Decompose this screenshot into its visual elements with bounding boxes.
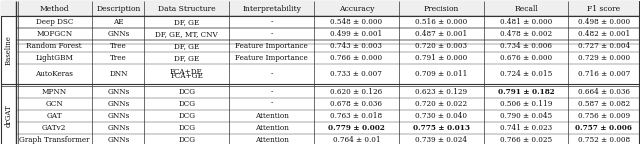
Text: Baseline: Baseline — [4, 35, 13, 65]
Text: Recall: Recall — [514, 5, 538, 13]
Text: 0.481 ± 0.000: 0.481 ± 0.000 — [500, 18, 552, 26]
Text: Deep DSC: Deep DSC — [36, 18, 73, 26]
Text: 0.620 ± 0.126: 0.620 ± 0.126 — [330, 88, 383, 96]
Text: Attention: Attention — [255, 124, 289, 132]
Text: 0.709 ± 0.011: 0.709 ± 0.011 — [415, 70, 467, 78]
Text: 0.791 ± 0.000: 0.791 ± 0.000 — [415, 54, 467, 62]
Text: -: - — [270, 100, 273, 108]
Text: drGAT: drGAT — [4, 104, 13, 127]
Text: Accuracy: Accuracy — [339, 5, 374, 13]
Text: GNNs: GNNs — [108, 88, 129, 96]
Text: DCG: DCG — [179, 88, 195, 96]
Text: 0.720 ± 0.022: 0.720 ± 0.022 — [415, 100, 467, 108]
Text: GNNs: GNNs — [108, 112, 129, 120]
Text: PCA+DF,: PCA+DF, — [170, 68, 204, 76]
Bar — [1, 1, 639, 16]
Text: -: - — [270, 88, 273, 96]
Text: 0.734 ± 0.006: 0.734 ± 0.006 — [500, 42, 552, 50]
Text: F1 score: F1 score — [587, 5, 620, 13]
Text: 0.791 ± 0.182: 0.791 ± 0.182 — [497, 88, 554, 96]
Text: -: - — [270, 18, 273, 26]
Text: DCG: DCG — [179, 124, 195, 132]
Text: 0.733 ± 0.007: 0.733 ± 0.007 — [330, 70, 382, 78]
Text: DNN: DNN — [109, 70, 127, 78]
Text: GCN: GCN — [45, 100, 63, 108]
Text: DF, GE: DF, GE — [174, 18, 200, 26]
Text: Data Structure: Data Structure — [158, 5, 216, 13]
Text: 0.764 ± 0.01: 0.764 ± 0.01 — [333, 136, 380, 144]
Text: Feature Importance: Feature Importance — [236, 54, 308, 62]
Text: 0.516 ± 0.000: 0.516 ± 0.000 — [415, 18, 467, 26]
Text: -: - — [270, 30, 273, 38]
Text: 0.623 ± 0.129: 0.623 ± 0.129 — [415, 88, 467, 96]
Text: 0.506 ± 0.119: 0.506 ± 0.119 — [500, 100, 552, 108]
Text: 0.739 ± 0.024: 0.739 ± 0.024 — [415, 136, 467, 144]
Text: AE: AE — [113, 18, 124, 26]
Text: 0.482 ± 0.001: 0.482 ± 0.001 — [577, 30, 630, 38]
Text: 0.548 ± 0.000: 0.548 ± 0.000 — [330, 18, 383, 26]
Text: 0.756 ± 0.009: 0.756 ± 0.009 — [578, 112, 630, 120]
Text: Attention: Attention — [255, 112, 289, 120]
Text: 0.498 ± 0.000: 0.498 ± 0.000 — [578, 18, 630, 26]
Text: 0.766 ± 0.000: 0.766 ± 0.000 — [330, 54, 383, 62]
Text: Interpretability: Interpretability — [242, 5, 301, 13]
Text: 0.716 ± 0.007: 0.716 ± 0.007 — [577, 70, 630, 78]
Text: GNNs: GNNs — [108, 136, 129, 144]
Text: 0.729 ± 0.000: 0.729 ± 0.000 — [578, 54, 630, 62]
Text: Feature Importance: Feature Importance — [236, 42, 308, 50]
Text: Description: Description — [96, 5, 141, 13]
Text: 0.766 ± 0.025: 0.766 ± 0.025 — [500, 136, 552, 144]
Text: 0.741 ± 0.023: 0.741 ± 0.023 — [500, 124, 552, 132]
Text: 0.779 ± 0.002: 0.779 ± 0.002 — [328, 124, 385, 132]
Text: DF, GE, MT, CNV: DF, GE, MT, CNV — [156, 30, 218, 38]
Text: Precision: Precision — [424, 5, 459, 13]
Text: 0.730 ± 0.040: 0.730 ± 0.040 — [415, 112, 467, 120]
Text: 0.676 ± 0.000: 0.676 ± 0.000 — [500, 54, 552, 62]
Text: Method: Method — [40, 5, 69, 13]
Text: 0.478 ± 0.002: 0.478 ± 0.002 — [500, 30, 552, 38]
Text: DF, GE: DF, GE — [174, 54, 200, 62]
Text: MPNN: MPNN — [42, 88, 67, 96]
Text: GNNs: GNNs — [108, 124, 129, 132]
Text: 0.678 ± 0.036: 0.678 ± 0.036 — [330, 100, 383, 108]
Text: Tree: Tree — [110, 54, 127, 62]
Text: AutoKeras: AutoKeras — [35, 70, 73, 78]
Text: 0.752 ± 0.008: 0.752 ± 0.008 — [578, 136, 630, 144]
Text: 0.727 ± 0.004: 0.727 ± 0.004 — [578, 42, 630, 50]
Text: Tree: Tree — [110, 42, 127, 50]
Text: DCG: DCG — [179, 100, 195, 108]
Text: 0.757 ± 0.006: 0.757 ± 0.006 — [575, 124, 632, 132]
Text: 0.790 ± 0.045: 0.790 ± 0.045 — [500, 112, 552, 120]
Text: LightGBM: LightGBM — [35, 54, 73, 62]
Text: Graph Transformer: Graph Transformer — [19, 136, 90, 144]
Text: 0.587 ± 0.082: 0.587 ± 0.082 — [578, 100, 630, 108]
Text: 0.775 ± 0.013: 0.775 ± 0.013 — [413, 124, 470, 132]
Text: Random Forest: Random Forest — [26, 42, 82, 50]
Text: 0.720 ± 0.003: 0.720 ± 0.003 — [415, 42, 467, 50]
Text: Attention: Attention — [255, 136, 289, 144]
Text: MOFGCN: MOFGCN — [36, 30, 72, 38]
Text: -: - — [270, 70, 273, 78]
Text: 0.487 ± 0.001: 0.487 ± 0.001 — [415, 30, 467, 38]
Text: 0.499 ± 0.001: 0.499 ± 0.001 — [330, 30, 383, 38]
Text: DCG: DCG — [179, 136, 195, 144]
Text: DF, GE: DF, GE — [174, 42, 200, 50]
Text: PCA+GE: PCA+GE — [170, 72, 204, 80]
Text: 0.664 ± 0.036: 0.664 ± 0.036 — [578, 88, 630, 96]
Text: 0.743 ± 0.003: 0.743 ± 0.003 — [330, 42, 382, 50]
Text: GNNs: GNNs — [108, 100, 129, 108]
Text: GATv2: GATv2 — [42, 124, 67, 132]
Text: 0.724 ± 0.015: 0.724 ± 0.015 — [500, 70, 552, 78]
Text: 0.763 ± 0.018: 0.763 ± 0.018 — [330, 112, 383, 120]
Text: DCG: DCG — [179, 112, 195, 120]
Text: GAT: GAT — [47, 112, 62, 120]
Text: GNNs: GNNs — [108, 30, 129, 38]
